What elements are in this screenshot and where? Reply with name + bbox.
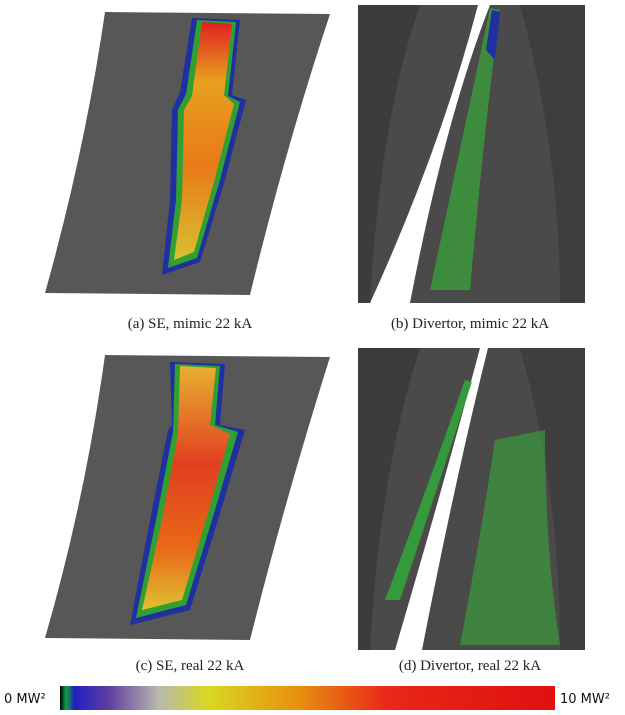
figure: (a) SE, mimic 22 kA (b) Divertor, mimic … [0, 0, 625, 715]
panel-b-image [358, 5, 585, 303]
panel-a-image [45, 12, 330, 295]
colorbar [60, 686, 555, 710]
panel-c-image [45, 355, 330, 640]
caption: (b) Divertor, mimic 22 kA [391, 316, 549, 332]
colorbar-max-label: 10 MW² [560, 692, 610, 707]
caption: (a) SE, mimic 22 kA [128, 316, 253, 332]
panel-d-image [358, 348, 585, 650]
page: (a) SE, mimic 22 kA (b) Divertor, mimic … [0, 0, 625, 715]
caption: (d) Divertor, real 22 kA [399, 658, 541, 674]
caption: (c) SE, real 22 kA [136, 658, 245, 674]
colorbar-min-label: 0 MW² [4, 692, 46, 707]
